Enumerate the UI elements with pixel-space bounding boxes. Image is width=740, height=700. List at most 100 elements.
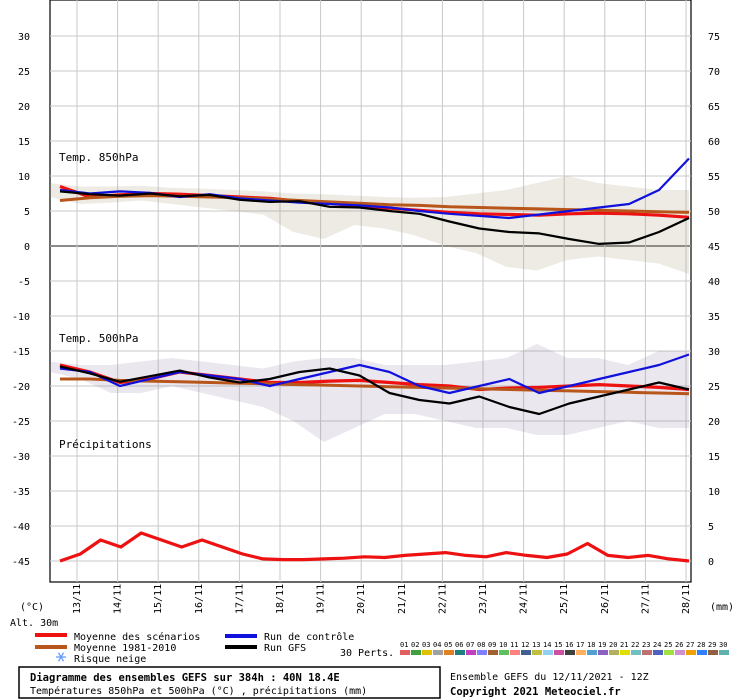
y-tick-right: 75 [708,32,720,43]
x-tick-label: 15/11 [153,584,164,614]
y-tick-right: 65 [708,102,720,113]
x-tick-label: 16/11 [194,584,205,614]
pert-swatch [686,650,696,655]
y-tick-left: -20 [12,382,30,393]
pert-id: 07 [466,641,474,649]
series-line-7 [59,365,690,416]
pert-id: 30 [719,641,727,649]
x-tick-label: 24/11 [519,584,530,614]
y-tick-left: -45 [12,557,30,568]
y-tick-left: 15 [18,137,30,148]
y-tick-right: 25 [708,382,720,393]
series-line-8 [59,531,690,563]
legend-climo-label: Moyenne 1981-2010 [74,643,176,654]
pert-swatch [455,650,465,655]
ensemble-envelope-500 [50,344,689,442]
y-tick-right: 70 [708,67,720,78]
x-tick-label: 21/11 [397,584,408,614]
label-temp-500: Temp. 500hPa [59,332,138,345]
x-tick-label: 22/11 [437,584,448,614]
series-line-6 [59,353,690,395]
pert-id: 09 [488,641,496,649]
pert-swatch [554,650,564,655]
pert-swatch [510,650,520,655]
pert-id: 20 [609,641,617,649]
x-tick-label: 27/11 [640,584,651,614]
pert-swatch [543,650,553,655]
right-axis-unit: (mm) [710,602,734,613]
plot-frame [49,0,692,583]
pert-id: 25 [664,641,672,649]
pert-id: 06 [455,641,463,649]
series-line-5 [60,377,690,396]
y-tick-right: 60 [708,137,720,148]
legend-perts-label: 30 Perts. [340,648,394,659]
left-axis-unit: (°C) [20,602,44,613]
pert-swatch [609,650,619,655]
pert-swatch [532,650,542,655]
legend-control-swatch [225,634,257,638]
pert-id: 15 [554,641,562,649]
pert-swatch [587,650,597,655]
altitude-label: Alt. 30m [10,618,58,629]
y-tick-left: -35 [12,487,30,498]
footer-title: Diagramme des ensembles GEFS sur 384h : … [30,672,340,684]
pert-swatch [422,650,432,655]
pert-id: 03 [422,641,430,649]
footer-copyright: Copyright 2021 Meteociel.fr [450,686,621,698]
pert-id: 14 [543,641,551,649]
y-tick-right: 40 [708,277,720,288]
pert-swatch [719,650,729,655]
pert-id: 21 [620,641,628,649]
label-temp-850: Temp. 850hPa [59,151,138,164]
y-tick-right: 50 [708,207,720,218]
label-precip: Précipitations [59,438,152,451]
y-tick-right: 30 [708,347,720,358]
x-tick-label: 26/11 [600,584,611,614]
pert-id: 17 [576,641,584,649]
y-tick-left: -25 [12,417,30,428]
pert-id: 23 [642,641,650,649]
pert-id: 16 [565,641,573,649]
pert-id: 04 [433,641,441,649]
y-tick-left: 30 [18,32,30,43]
x-tick-label: 17/11 [234,584,245,614]
legend-mean-swatch [35,633,67,637]
x-tick-label: 13/11 [72,584,83,614]
pert-swatch [444,650,454,655]
snowflake-icon [56,652,66,662]
footer-box [18,666,441,699]
legend-snow-label: Risque neige [74,654,146,665]
y-tick-left: 0 [24,242,30,253]
footer-ensemble-run: Ensemble GEFS du 12/11/2021 - 12Z [450,672,649,683]
legend: Moyenne des scénarios Moyenne 1981-2010 … [35,631,729,665]
perturbation-legend: 01 02 03 04 05 06 07 08 09 10 11 12 13 14 15 16 17 18 19 20… [400,641,729,655]
y-tick-left: -5 [18,277,30,288]
y-tick-right: 45 [708,242,720,253]
y-tick-left: 25 [18,67,30,78]
y-tick-left: 10 [18,172,30,183]
pert-id: 13 [532,641,540,649]
y-tick-left: 5 [24,207,30,218]
pert-id: 12 [521,641,529,649]
pert-swatch [411,650,421,655]
pert-swatch [488,650,498,655]
pert-swatch [598,650,608,655]
x-tick-label: 18/11 [275,584,286,614]
y-tick-right: 15 [708,452,720,463]
y-tick-left: -30 [12,452,30,463]
pert-swatch [631,650,641,655]
y-tick-right: 35 [708,312,720,323]
pert-swatch [708,650,718,655]
series-line-3 [59,190,690,245]
pert-id: 29 [708,641,716,649]
legend-control-label: Run de contrôle [264,631,354,643]
y-tick-left: -40 [12,522,30,533]
pert-swatch [499,650,509,655]
pert-id: 05 [444,641,452,649]
pert-id: 10 [499,641,507,649]
pert-id: 28 [697,641,705,649]
pert-swatch [653,650,663,655]
y-tick-left: 20 [18,102,30,113]
